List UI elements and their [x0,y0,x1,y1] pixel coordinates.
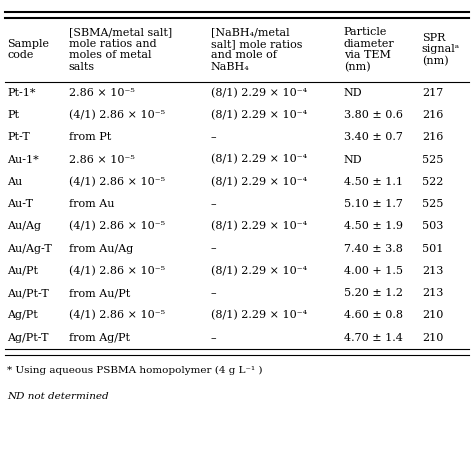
Text: (4/1) 2.86 × 10⁻⁵: (4/1) 2.86 × 10⁻⁵ [69,110,165,120]
Text: Au-T: Au-T [7,199,33,209]
Text: ND: ND [344,88,362,98]
Text: [SBMA/metal salt]
mole ratios and
moles of metal
salts: [SBMA/metal salt] mole ratios and moles … [69,27,172,72]
Text: (4/1) 2.86 × 10⁻⁵: (4/1) 2.86 × 10⁻⁵ [69,177,165,187]
Text: (8/1) 2.29 × 10⁻⁴: (8/1) 2.29 × 10⁻⁴ [211,221,307,231]
Text: Au/Pt: Au/Pt [7,266,38,276]
Text: ND not determined: ND not determined [7,392,109,401]
Text: (8/1) 2.29 × 10⁻⁴: (8/1) 2.29 × 10⁻⁴ [211,88,307,98]
Text: 4.60 ± 0.8: 4.60 ± 0.8 [344,310,402,320]
Text: SPR
signalᵃ
(nm): SPR signalᵃ (nm) [422,33,460,66]
Text: (8/1) 2.29 × 10⁻⁴: (8/1) 2.29 × 10⁻⁴ [211,155,307,164]
Text: (4/1) 2.86 × 10⁻⁵: (4/1) 2.86 × 10⁻⁵ [69,221,165,231]
Text: (4/1) 2.86 × 10⁻⁵: (4/1) 2.86 × 10⁻⁵ [69,310,165,320]
Text: –: – [211,333,217,343]
Text: 4.50 ± 1.1: 4.50 ± 1.1 [344,177,402,187]
Text: –: – [211,132,217,142]
Text: 216: 216 [422,110,443,120]
Text: –: – [211,288,217,298]
Text: Particle
diameter
via TEM
(nm): Particle diameter via TEM (nm) [344,27,394,72]
Text: 5.10 ± 1.7: 5.10 ± 1.7 [344,199,402,209]
Text: from Pt: from Pt [69,132,111,142]
Text: 3.40 ± 0.7: 3.40 ± 0.7 [344,132,402,142]
Text: (8/1) 2.29 × 10⁻⁴: (8/1) 2.29 × 10⁻⁴ [211,310,307,320]
Text: [NaBH₄/metal
salt] mole ratios
and mole of
NaBH₄: [NaBH₄/metal salt] mole ratios and mole … [211,27,302,72]
Text: Au/Pt-T: Au/Pt-T [7,288,49,298]
Text: 4.50 ± 1.9: 4.50 ± 1.9 [344,221,402,231]
Text: 501: 501 [422,244,443,254]
Text: –: – [211,199,217,209]
Text: from Au/Pt: from Au/Pt [69,288,130,298]
Text: 2.86 × 10⁻⁵: 2.86 × 10⁻⁵ [69,155,135,164]
Text: Pt-1*: Pt-1* [7,88,36,98]
Text: 217: 217 [422,88,443,98]
Text: 525: 525 [422,155,443,164]
Text: Au-1*: Au-1* [7,155,39,164]
Text: (8/1) 2.29 × 10⁻⁴: (8/1) 2.29 × 10⁻⁴ [211,266,307,276]
Text: 522: 522 [422,177,443,187]
Text: 503: 503 [422,221,443,231]
Text: Pt: Pt [7,110,19,120]
Text: Au/Ag: Au/Ag [7,221,41,231]
Text: (8/1) 2.29 × 10⁻⁴: (8/1) 2.29 × 10⁻⁴ [211,110,307,120]
Text: 210: 210 [422,333,443,343]
Text: Au/Ag-T: Au/Ag-T [7,244,52,254]
Text: (8/1) 2.29 × 10⁻⁴: (8/1) 2.29 × 10⁻⁴ [211,177,307,187]
Text: (4/1) 2.86 × 10⁻⁵: (4/1) 2.86 × 10⁻⁵ [69,266,165,276]
Text: Ag/Pt: Ag/Pt [7,310,38,320]
Text: ND: ND [344,155,362,164]
Text: Ag/Pt-T: Ag/Pt-T [7,333,49,343]
Text: 5.20 ± 1.2: 5.20 ± 1.2 [344,288,402,298]
Text: 525: 525 [422,199,443,209]
Text: 216: 216 [422,132,443,142]
Text: 4.00 + 1.5: 4.00 + 1.5 [344,266,402,276]
Text: 7.40 ± 3.8: 7.40 ± 3.8 [344,244,402,254]
Text: –: – [211,244,217,254]
Text: Pt-T: Pt-T [7,132,30,142]
Text: Au: Au [7,177,22,187]
Text: * Using aqueous PSBMA homopolymer (4 g L⁻¹ ): * Using aqueous PSBMA homopolymer (4 g L… [7,365,263,374]
Text: from Au: from Au [69,199,114,209]
Text: 213: 213 [422,288,443,298]
Text: 213: 213 [422,266,443,276]
Text: 3.80 ± 0.6: 3.80 ± 0.6 [344,110,402,120]
Text: 2.86 × 10⁻⁵: 2.86 × 10⁻⁵ [69,88,135,98]
Text: Sample
code: Sample code [7,39,49,60]
Text: from Au/Ag: from Au/Ag [69,244,133,254]
Text: from Ag/Pt: from Ag/Pt [69,333,130,343]
Text: 210: 210 [422,310,443,320]
Text: 4.70 ± 1.4: 4.70 ± 1.4 [344,333,402,343]
